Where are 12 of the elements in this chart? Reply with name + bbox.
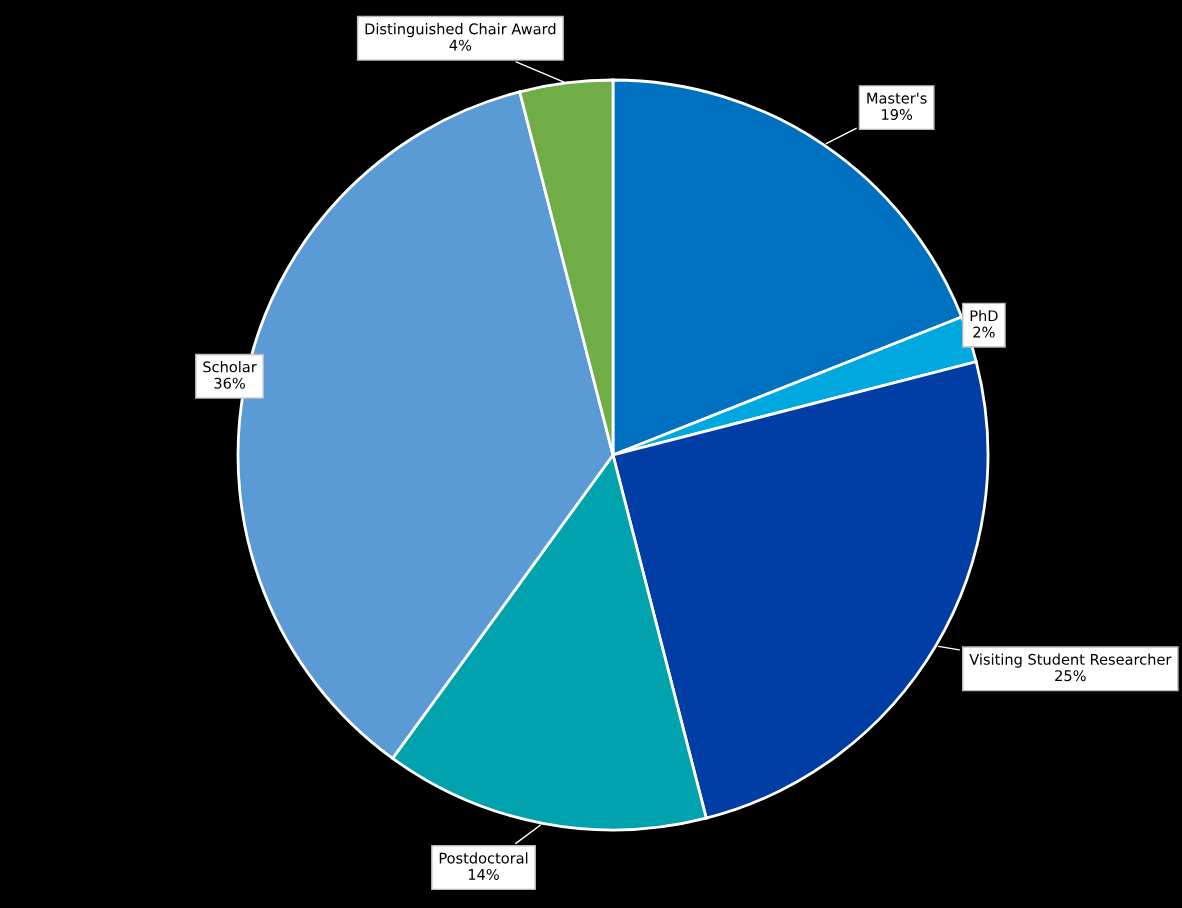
slice-label: Scholar — [203, 361, 257, 373]
data-label: 25% — [1055, 670, 1086, 682]
slice-label: Postdoctoral — [439, 852, 528, 864]
slice-label: Distinguished Chair Award — [365, 23, 556, 38]
data-label: 2% — [973, 326, 995, 338]
data-label: 36% — [214, 377, 245, 389]
slice-label: Visiting Student Researcher — [969, 653, 1172, 668]
slice-label: Master's — [867, 92, 927, 104]
data-label: 14% — [468, 868, 499, 880]
slice-label: PhD — [970, 309, 998, 322]
data-label: 4% — [449, 39, 472, 51]
data-label: 19% — [882, 108, 913, 121]
